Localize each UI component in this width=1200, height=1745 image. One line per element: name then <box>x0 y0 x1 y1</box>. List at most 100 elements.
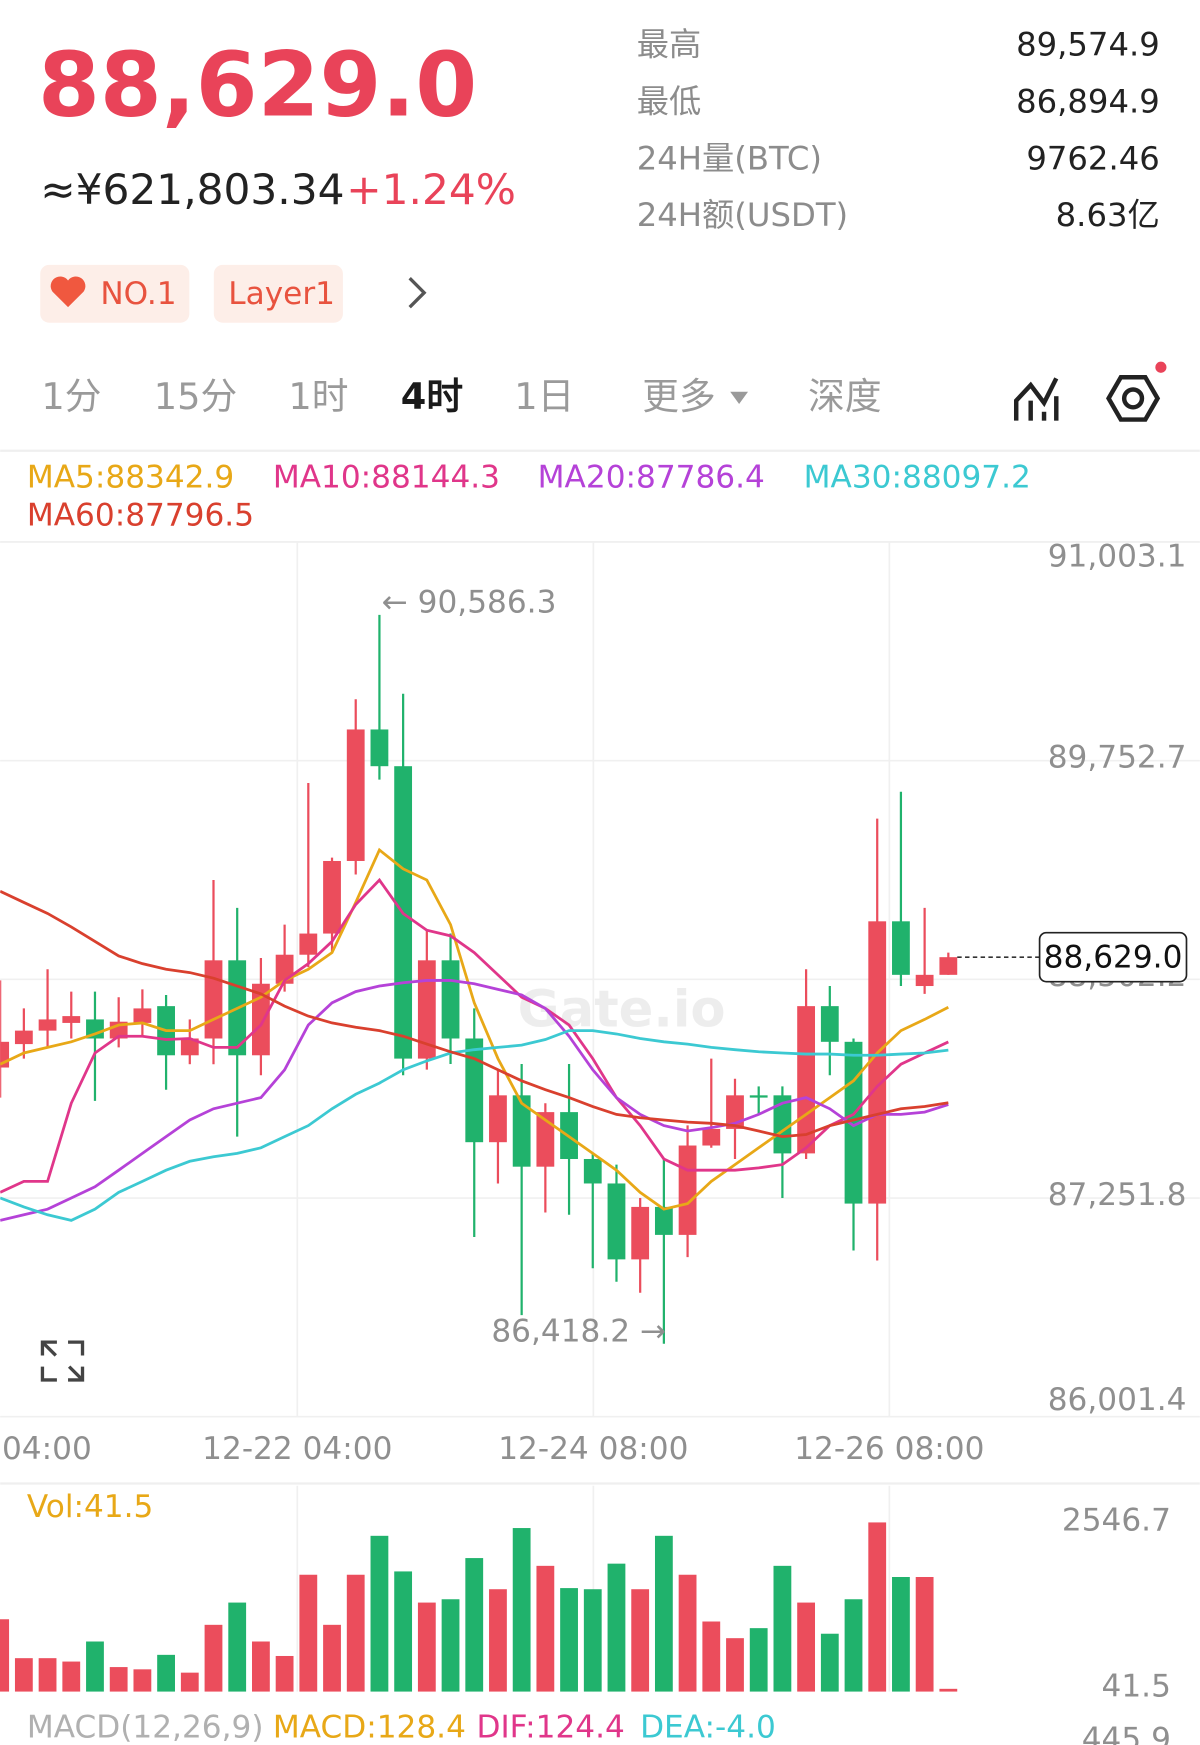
macd-value: MACD:128.4 <box>273 1709 466 1745</box>
icon-stroke <box>1121 387 1145 410</box>
volume-bar <box>62 1661 81 1692</box>
legend-entry: MA30:88097.2 <box>804 460 1031 496</box>
ma-line <box>0 1029 949 1222</box>
candle-body <box>465 1038 484 1143</box>
icon-stroke <box>41 1340 57 1357</box>
volume-bar <box>583 1589 602 1692</box>
kline-chart: Gate.io86,001.487,251.888,502.289,752.79… <box>0 539 1200 1467</box>
dea-value: DEA:-4.0 <box>640 1709 776 1745</box>
tab[interactable]: 15分 <box>154 375 237 418</box>
volume-bar <box>939 1688 958 1692</box>
y-tick-label: 89,752.7 <box>1048 739 1187 775</box>
tab[interactable]: 1时 <box>288 375 348 418</box>
volume-bar <box>14 1658 33 1692</box>
dif-value: DIF:124.4 <box>476 1709 624 1745</box>
candle-body <box>133 1008 152 1023</box>
y-tick-label: 91,003.1 <box>1048 539 1187 575</box>
tab[interactable]: 1日 <box>514 375 574 418</box>
candle-body <box>631 1206 650 1260</box>
tag-sector[interactable]: Layer1 <box>213 264 343 323</box>
y-tick-label: 87,251.8 <box>1048 1177 1187 1213</box>
change-percent: +1.24% <box>346 165 516 214</box>
volume-bar <box>678 1574 697 1692</box>
low-annotation: 86,418.2 → <box>491 1314 666 1350</box>
volume-bar <box>228 1602 247 1692</box>
candle-body <box>607 1183 626 1260</box>
tab[interactable]: 4时 <box>401 375 463 418</box>
volume-bar <box>394 1571 413 1692</box>
candle-body <box>180 1038 199 1056</box>
stat-label: 24H量(BTC) <box>637 139 822 177</box>
stat-value: 89,574.9 <box>1016 26 1160 64</box>
volume-bar <box>252 1641 270 1692</box>
legend-entry: MA60:87796.5 <box>27 497 254 533</box>
volume-bar <box>536 1565 555 1692</box>
legend-entry: MA10:88144.3 <box>273 460 500 496</box>
volume-bar <box>654 1535 673 1692</box>
candle-body <box>14 1030 33 1045</box>
icon-stroke <box>1106 375 1161 422</box>
stat-value: 8.63亿 <box>1056 196 1160 234</box>
icon-stroke <box>40 1366 57 1382</box>
candle-body <box>0 1041 10 1068</box>
volume-bar <box>868 1522 887 1692</box>
volume-bar <box>417 1602 436 1692</box>
tab[interactable]: 1分 <box>41 375 101 418</box>
x-tick-label: 04:00 <box>2 1431 92 1467</box>
plot-area <box>0 614 958 1344</box>
tag-rank[interactable]: NO.1 <box>40 264 190 323</box>
volume-bar <box>726 1638 744 1692</box>
candle-body <box>323 860 341 934</box>
candle-body <box>868 921 887 1204</box>
high-annotation: ← 90,586.3 <box>382 585 557 621</box>
candle-body <box>370 729 389 767</box>
tab[interactable]: 更多 <box>642 375 715 418</box>
candle-body <box>773 1095 792 1154</box>
volume-bar <box>702 1621 721 1692</box>
volume-bar <box>204 1624 223 1692</box>
candle-body <box>204 960 223 1039</box>
volume-chart: Vol:41.5 41.5 2546.7 <box>0 1485 1171 1705</box>
stat-label: 24H额(USDT) <box>637 196 848 234</box>
heart-icon <box>50 276 86 308</box>
candle-body <box>702 1128 721 1146</box>
candle-body <box>252 983 270 1056</box>
volume-bar <box>0 1619 10 1692</box>
icon-stroke <box>68 1340 85 1356</box>
volume-bar <box>607 1563 626 1692</box>
dropdown-arrow[interactable] <box>730 391 749 404</box>
chevron[interactable] <box>408 277 427 309</box>
volume-bar <box>370 1535 389 1692</box>
volume-bar <box>465 1558 484 1692</box>
volume-bar <box>892 1577 910 1692</box>
tab[interactable]: 深度 <box>808 375 881 418</box>
volume-tick-label: 2546.7 <box>1062 1502 1171 1538</box>
volume-bar <box>299 1574 318 1692</box>
candle-body <box>583 1158 602 1184</box>
fullscreen-icon[interactable] <box>40 1340 85 1382</box>
indicator-icon[interactable] <box>1013 377 1059 421</box>
ma-line <box>0 889 949 1139</box>
icon-stroke <box>67 1365 84 1382</box>
candle-body <box>536 1112 555 1167</box>
ma-line <box>0 877 949 1194</box>
last-price-tag <box>1038 931 1188 983</box>
candle-body <box>939 957 958 975</box>
interval-tabs: 1分 15分 1时 4时 1日 更多 深度 <box>41 375 881 418</box>
volume-bar <box>631 1589 650 1692</box>
candle-body <box>38 1019 57 1031</box>
last-price: 88,629.0 <box>38 33 477 137</box>
candle-body <box>417 960 436 1059</box>
volume-bar <box>38 1658 57 1692</box>
y-tick-label: 86,001.4 <box>1048 1382 1187 1418</box>
tag-text: NO.1 <box>100 276 176 312</box>
volume-bar <box>749 1628 768 1692</box>
settings-icon[interactable] <box>1106 361 1167 422</box>
volume-bar <box>157 1654 175 1692</box>
volume-bar <box>323 1624 341 1692</box>
legend-entry: MA5:88342.9 <box>27 460 234 496</box>
candle-body <box>299 933 318 955</box>
